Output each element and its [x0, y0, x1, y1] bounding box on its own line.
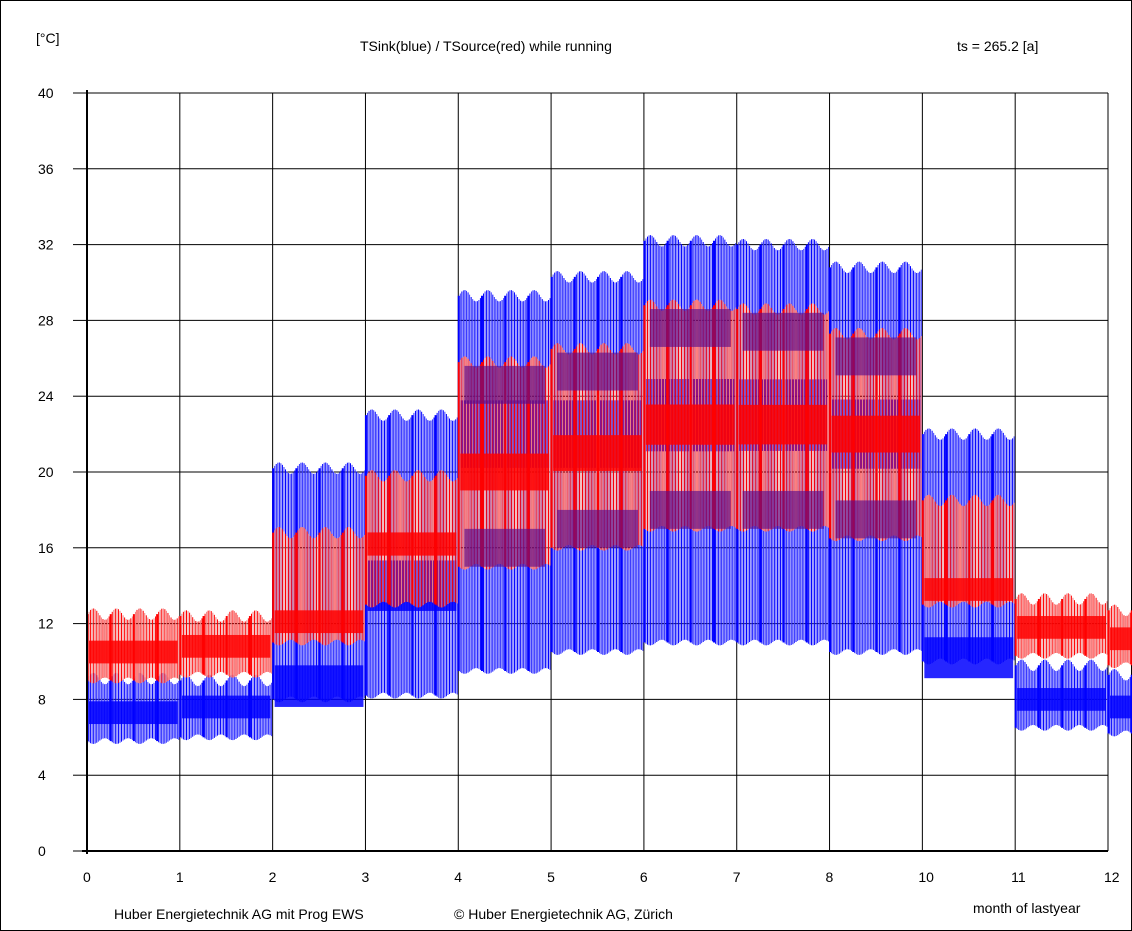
overlap-block — [742, 490, 824, 529]
series-core — [553, 435, 642, 471]
series-core — [1110, 627, 1132, 651]
x-tick-label: 4 — [454, 869, 462, 885]
overlap-block — [649, 309, 731, 347]
y-tick-label: 36 — [38, 161, 54, 177]
series-bands — [86, 235, 1132, 744]
series-core — [89, 640, 178, 664]
overlap-block — [557, 352, 638, 391]
series-core — [645, 404, 735, 445]
x-tick-label: 5 — [547, 869, 555, 885]
y-tick-label: 16 — [38, 540, 54, 556]
footer-program: Huber Energietechnik AG mit Prog EWS — [114, 906, 364, 922]
overlap-block — [557, 509, 638, 548]
y-tick-label: 40 — [38, 85, 54, 101]
y-tick-label: 0 — [38, 843, 46, 859]
y-tick-label: 24 — [38, 388, 54, 404]
series-core — [274, 665, 364, 707]
overlap-block — [464, 365, 546, 404]
overlap-block — [835, 337, 917, 376]
y-tick-label: 4 — [38, 767, 46, 783]
chart-title: TSink(blue) / TSource(red) while running — [360, 38, 612, 54]
overlap-block — [835, 500, 917, 539]
y-tick-label: 20 — [38, 464, 54, 480]
x-tick-label: 7 — [733, 869, 741, 885]
x-tick-label: 11 — [1011, 869, 1026, 885]
series-core — [274, 610, 364, 634]
series-core — [924, 578, 1014, 601]
series-core — [1017, 616, 1106, 639]
series-core — [1110, 695, 1132, 719]
x-tick-label: 0 — [83, 869, 91, 885]
series-core — [181, 695, 271, 719]
y-tick-label: 12 — [38, 616, 54, 632]
x-tick-label: 1 — [176, 869, 184, 885]
x-tick-label: 12 — [1104, 869, 1120, 885]
overlap-block — [742, 312, 824, 351]
overlap-block — [464, 528, 546, 567]
ts-annotation: ts = 265.2 [a] — [957, 38, 1039, 54]
y-tick-label: 8 — [38, 691, 46, 707]
series-core — [460, 453, 550, 491]
x-tick-label: 8 — [826, 869, 834, 885]
x-tick-label: 10 — [918, 869, 934, 885]
series-core — [181, 634, 271, 658]
series-core — [738, 404, 828, 445]
y-tick-label: 32 — [38, 237, 54, 253]
axes — [73, 90, 1108, 854]
x-axis-label: month of lastyear — [973, 900, 1081, 916]
series-core — [831, 415, 921, 453]
x-tick-label: 3 — [361, 869, 369, 885]
footer-copyright: © Huber Energietechnik AG, Zürich — [454, 906, 673, 922]
series-core — [367, 532, 457, 556]
overlap-block — [649, 490, 731, 529]
series-core — [1017, 688, 1106, 711]
series-core — [924, 637, 1014, 679]
series-core — [89, 701, 178, 725]
x-tick-label: 6 — [640, 869, 648, 885]
y-axis-unit-label: [°C] — [36, 30, 60, 46]
y-tick-label: 28 — [38, 312, 54, 328]
x-tick-label: 2 — [269, 869, 277, 885]
